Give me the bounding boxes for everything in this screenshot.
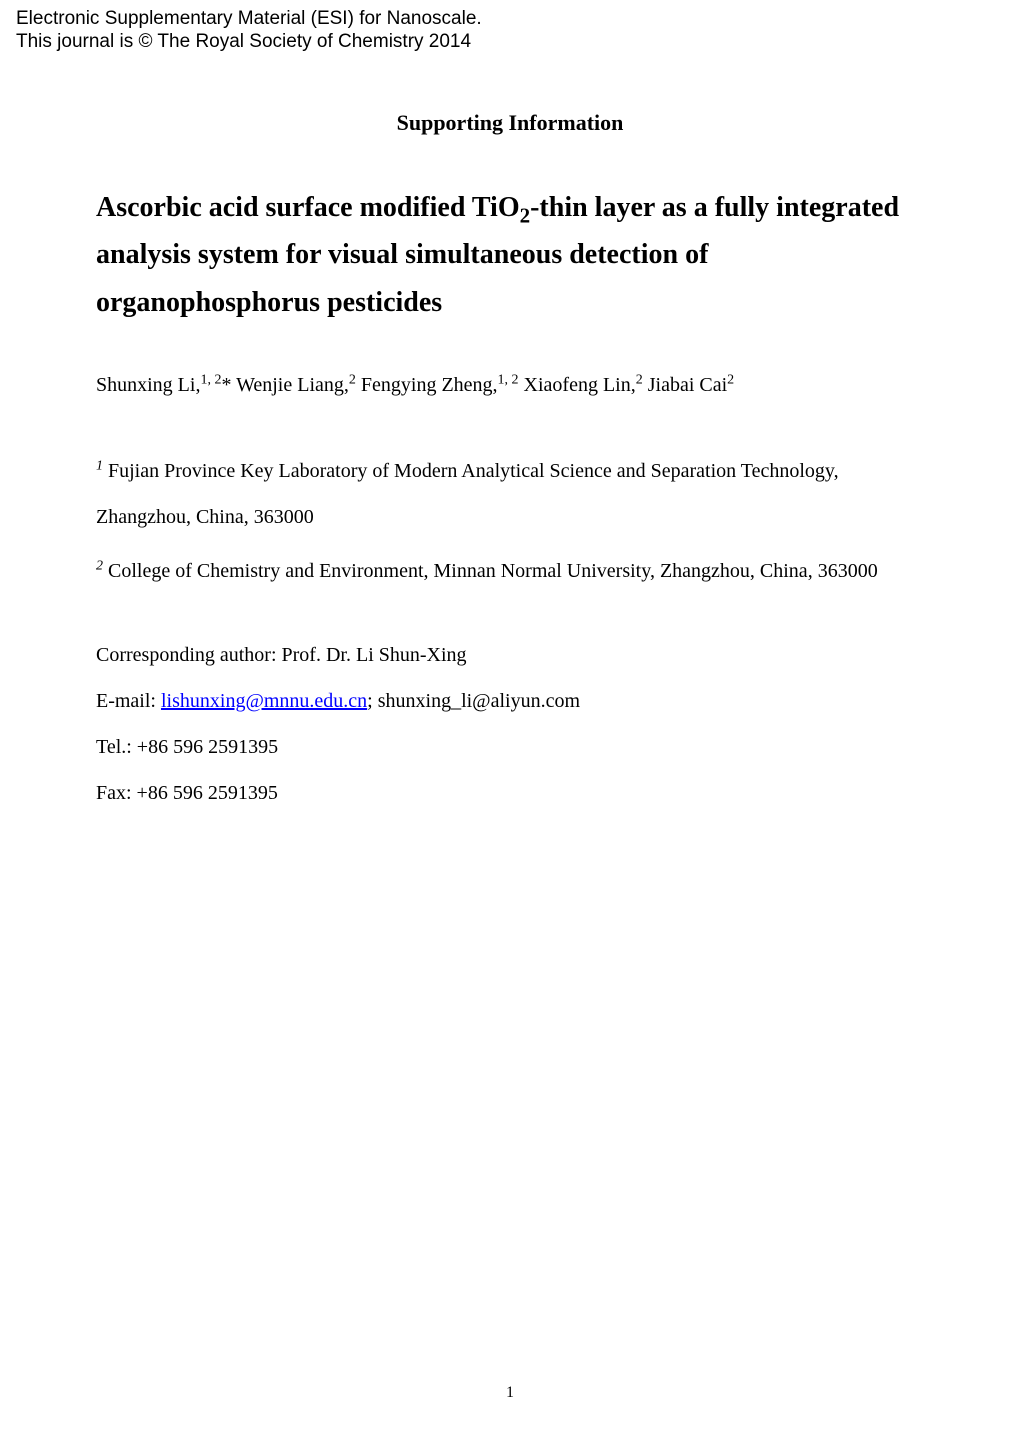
affiliation: 1 Fujian Province Key Laboratory of Mode… (96, 448, 924, 540)
email-label: E-mail: (96, 690, 161, 712)
fax: Fax: +86 596 2591395 (96, 770, 924, 816)
author: Fengying Zheng,1, 2 (356, 374, 519, 396)
title-subscript: 2 (520, 203, 531, 227)
author: Shunxing Li,1, 2* (96, 374, 231, 396)
corresponding-author: Corresponding author: Prof. Dr. Li Shun-… (96, 632, 924, 678)
esi-header: Electronic Supplementary Material (ESI) … (0, 0, 1020, 54)
author: Jiabai Cai2 (643, 374, 734, 396)
email-link[interactable]: lishunxing@mnnu.edu.cn (161, 690, 367, 712)
title-part1: Ascorbic acid surface modified TiO (96, 192, 520, 223)
esi-header-line2: This journal is © The Royal Society of C… (16, 31, 1020, 54)
affiliation-text: Fujian Province Key Laboratory of Modern… (96, 460, 839, 528)
page-number: 1 (0, 1384, 1020, 1402)
email-line: E-mail: lishunxing@mnnu.edu.cn; shunxing… (96, 678, 924, 724)
author-list: Shunxing Li,1, 2* Wenjie Liang,2 Fengyin… (96, 370, 924, 400)
paper-title: Ascorbic acid surface modified TiO2-thin… (96, 184, 924, 327)
affiliation-text: College of Chemistry and Environment, Mi… (103, 560, 878, 582)
author: Xiaofeng Lin,2 (519, 374, 643, 396)
email-rest: ; shunxing_li@aliyun.com (367, 690, 580, 712)
esi-header-line1: Electronic Supplementary Material (ESI) … (16, 8, 1020, 31)
section-heading: Supporting Information (96, 110, 924, 136)
telephone: Tel.: +86 596 2591395 (96, 724, 924, 770)
affiliation-mark: 2 (96, 559, 103, 574)
page-content: Supporting Information Ascorbic acid sur… (0, 110, 1020, 817)
affiliation: 2 College of Chemistry and Environment, … (96, 548, 924, 594)
affiliation-mark: 1 (96, 459, 103, 474)
contact-block: Corresponding author: Prof. Dr. Li Shun-… (96, 632, 924, 816)
author: Wenjie Liang,2 (231, 374, 355, 396)
